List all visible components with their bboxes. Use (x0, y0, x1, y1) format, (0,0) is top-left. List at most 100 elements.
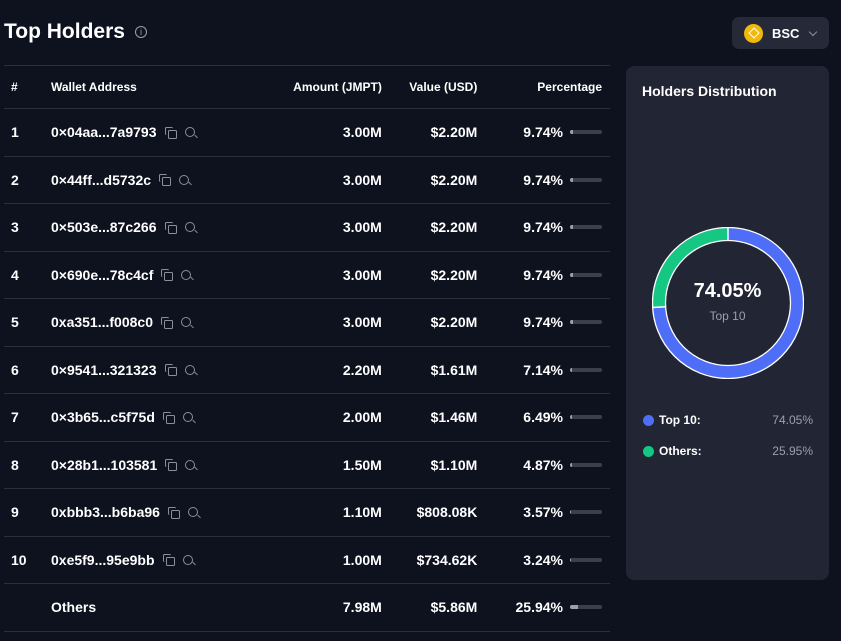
search-icon[interactable] (179, 174, 190, 185)
amount: 3.00M (342, 314, 382, 331)
rank: 1 (11, 124, 19, 141)
value: $2.20M (430, 266, 478, 283)
percentage-bar (570, 367, 602, 372)
legend-value: 25.95% (772, 444, 813, 458)
percentage: 3.57% (523, 504, 563, 521)
copy-icon[interactable] (160, 316, 173, 329)
table-row: 8 0×28b1...103581 1.50M $1.10M 4.87% (4, 441, 610, 489)
copy-icon[interactable] (159, 174, 172, 187)
table-row: 5 0xa351...f008c0 3.00M $2.20M 9.74% (4, 298, 610, 346)
value: $2.20M (430, 124, 478, 141)
copy-icon[interactable] (164, 221, 177, 234)
search-icon[interactable] (182, 412, 193, 423)
holders-table: # Wallet Address Amount (JMPT) Value (US… (4, 65, 610, 632)
legend-dot (643, 414, 654, 426)
value: $808.08K (416, 504, 478, 521)
amount: 3.00M (342, 124, 382, 141)
value: $1.46M (430, 409, 478, 426)
percentage: 25.94% (515, 599, 563, 616)
panel-title: Holders Distribution (642, 83, 777, 99)
donut-center-label: Top 10 (709, 309, 746, 323)
percentage: 9.74% (523, 266, 563, 283)
col-wallet: Wallet Address (51, 80, 137, 94)
wallet-address[interactable]: 0×44ff...d5732c (51, 171, 152, 188)
copy-icon[interactable] (165, 459, 178, 472)
rank: 5 (11, 314, 19, 331)
percentage-bar (570, 177, 602, 182)
legend-top10: Top 10: 74.05% (643, 413, 813, 427)
search-icon[interactable] (187, 507, 198, 518)
wallet-address[interactable]: 0×28b1...103581 (51, 456, 158, 473)
chain-label: BSC (772, 25, 800, 41)
wallet-address[interactable]: 0×503e...87c266 (51, 219, 157, 236)
table-header: # Wallet Address Amount (JMPT) Value (US… (4, 65, 610, 109)
donut-chart (652, 227, 804, 379)
table-row: 2 0×44ff...d5732c 3.00M $2.20M 9.74% (4, 156, 610, 204)
col-rank: # (11, 80, 18, 94)
percentage-bar (570, 605, 602, 610)
percentage-bar (570, 415, 602, 420)
value: $1.61M (430, 361, 478, 378)
rank: 3 (11, 219, 19, 236)
value: $2.20M (430, 219, 478, 236)
percentage-bar (570, 557, 602, 562)
legend-label: Top 10: (659, 413, 701, 427)
value: $5.86M (430, 599, 478, 616)
table-row: Others 7.98M $5.86M 25.94% (4, 583, 610, 632)
copy-icon[interactable] (164, 126, 177, 139)
search-icon[interactable] (182, 554, 193, 565)
amount: 7.98M (342, 599, 382, 616)
table-row: 3 0×503e...87c266 3.00M $2.20M 9.74% (4, 203, 610, 251)
wallet-address[interactable]: 0×9541...321323 (51, 361, 157, 378)
col-value: Value (USD) (409, 80, 478, 94)
wallet-address[interactable]: 0×04aa...7a9793 (51, 124, 157, 141)
search-icon[interactable] (180, 317, 191, 328)
search-icon[interactable] (184, 364, 195, 375)
search-icon[interactable] (185, 459, 196, 470)
value: $2.20M (430, 171, 478, 188)
table-row: 7 0×3b65...c5f75d 2.00M $1.46M 6.49% (4, 393, 610, 441)
wallet-address[interactable]: 0xbbb3...b6ba96 (51, 504, 160, 521)
copy-icon[interactable] (161, 269, 174, 282)
amount: 2.00M (342, 409, 382, 426)
percentage-bar (570, 225, 602, 230)
wallet-address[interactable]: 0×690e...78c4cf (51, 266, 154, 283)
percentage-bar (570, 272, 602, 277)
table-row: 10 0xe5f9...95e9bb 1.00M $734.62K 3.24% (4, 536, 610, 584)
chain-selector[interactable]: BSC (732, 17, 829, 49)
percentage: 7.14% (523, 361, 563, 378)
rank: 2 (11, 171, 19, 188)
amount: 3.00M (342, 171, 382, 188)
search-icon[interactable] (181, 269, 192, 280)
amount: 1.10M (342, 504, 382, 521)
table-row: 9 0xbbb3...b6ba96 1.10M $808.08K 3.57% (4, 488, 610, 536)
wallet-address[interactable]: 0xa351...f008c0 (51, 314, 153, 331)
copy-icon[interactable] (162, 554, 175, 567)
percentage: 4.87% (523, 456, 563, 473)
percentage: 9.74% (523, 314, 563, 331)
bnb-logo-icon (744, 23, 763, 43)
search-icon[interactable] (184, 222, 195, 233)
wallet-address: Others (51, 599, 97, 616)
wallet-address[interactable]: 0×3b65...c5f75d (51, 409, 155, 426)
rank (4, 584, 51, 632)
col-amount: Amount (JMPT) (293, 80, 382, 94)
amount: 3.00M (342, 219, 382, 236)
copy-icon[interactable] (162, 411, 175, 424)
title-text: Top Holders (4, 20, 125, 43)
rank: 7 (11, 409, 19, 426)
table-row: 4 0×690e...78c4cf 3.00M $2.20M 9.74% (4, 251, 610, 299)
info-icon[interactable]: i (134, 26, 147, 38)
percentage: 6.49% (523, 409, 563, 426)
amount: 1.50M (342, 456, 382, 473)
copy-icon[interactable] (164, 364, 177, 377)
wallet-address[interactable]: 0xe5f9...95e9bb (51, 551, 155, 568)
rank: 4 (11, 266, 19, 283)
percentage: 9.74% (523, 171, 563, 188)
search-icon[interactable] (184, 127, 195, 138)
rank: 6 (11, 361, 19, 378)
copy-icon[interactable] (167, 506, 180, 519)
legend-others: Others: 25.95% (643, 444, 813, 458)
table-row: 1 0×04aa...7a9793 3.00M $2.20M 9.74% (4, 108, 610, 156)
value: $734.62K (416, 551, 478, 568)
